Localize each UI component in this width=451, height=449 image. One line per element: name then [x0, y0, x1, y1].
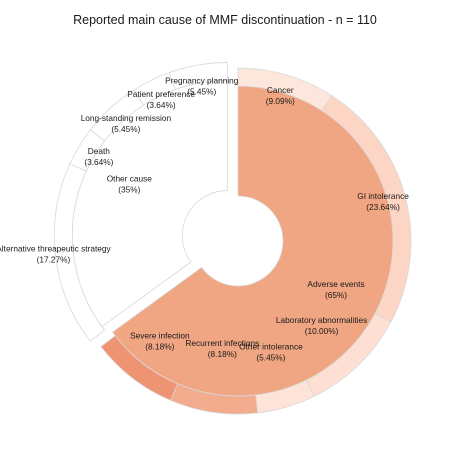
outer-label-other-intolerance: Other intolerance (5.45%) — [239, 341, 303, 362]
outer-label-cancer: Cancer (9.09%) — [266, 85, 295, 106]
outer-label-recurrent-infections: Recurrent infections (8.18%) — [185, 338, 259, 359]
outer-label-severe-infection-name: Severe infection — [130, 330, 190, 340]
outer-label-death: Death (3.64%) — [84, 146, 113, 167]
chart-title: Reported main cause of MMF discontinuati… — [73, 13, 377, 27]
outer-label-recurrent-infections-percent: (8.18%) — [208, 349, 237, 359]
outer-label-death-name: Death — [88, 146, 111, 156]
outer-label-gi-intolerance-percent: (23.64%) — [366, 202, 400, 212]
outer-label-long-standing-remission: Long-standing remission (5.45%) — [81, 113, 172, 134]
outer-segment-pregnancy-planning — [168, 62, 228, 91]
outer-label-death-percent: (3.64%) — [84, 157, 113, 167]
outer-label-cancer-name: Cancer — [267, 85, 294, 95]
outer-label-gi-intolerance-name: GI intolerance — [357, 191, 409, 201]
inner-label-adverse-events: Adverse events (65%) — [307, 279, 364, 300]
outer-label-alternative-threapeutic-strategy-percent: (17.27%) — [37, 254, 71, 264]
inner-label-adverse-events-name: Adverse events — [307, 279, 364, 289]
outer-label-laboratory-abnormalities-percent: (10.00%) — [305, 326, 339, 336]
outer-label-long-standing-remission-name: Long-standing remission — [81, 113, 172, 123]
outer-label-cancer-percent: (9.09%) — [266, 96, 295, 106]
inner-label-other-cause: Other cause (35%) — [107, 174, 153, 195]
outer-label-other-intolerance-name: Other intolerance — [239, 341, 303, 351]
outer-label-severe-infection-percent: (8.18%) — [145, 341, 174, 351]
outer-label-laboratory-abnormalities-name: Laboratory abnormalities — [276, 315, 367, 325]
outer-label-alternative-threapeutic-strategy-name: Alternative threapeutic strategy — [0, 243, 111, 253]
outer-label-gi-intolerance: GI intolerance (23.64%) — [357, 191, 409, 212]
outer-label-pregnancy-planning: Pregnancy planning (5.45%) — [165, 76, 239, 97]
outer-label-alternative-threapeutic-strategy: Alternative threapeutic strategy (17.27%) — [0, 243, 111, 264]
outer-label-patient-preference-name: Patient preference — [127, 89, 195, 99]
outer-segment-severe-infection — [100, 335, 179, 401]
outer-label-pregnancy-planning-percent: (5.45%) — [187, 87, 216, 97]
chart-segments — [53, 62, 412, 415]
inner-label-other-cause-percent: (35%) — [118, 185, 140, 195]
inner-label-adverse-events-percent: (65%) — [325, 290, 347, 300]
outer-label-patient-preference-percent: (3.64%) — [147, 100, 176, 110]
outer-label-recurrent-infections-name: Recurrent infections — [185, 338, 259, 348]
outer-label-pregnancy-planning-name: Pregnancy planning — [165, 76, 239, 86]
outer-label-laboratory-abnormalities: Laboratory abnormalities (10.00%) — [276, 315, 367, 336]
outer-label-long-standing-remission-percent: (5.45%) — [111, 124, 140, 134]
chart-labels: Adverse events (65%) Other cause (35%) Cance… — [0, 76, 409, 363]
outer-label-patient-preference: Patient preference (3.64%) — [127, 89, 195, 110]
outer-label-severe-infection: Severe infection (8.18%) — [130, 330, 190, 351]
outer-label-other-intolerance-percent: (5.45%) — [256, 352, 285, 362]
inner-label-other-cause-name: Other cause — [107, 174, 153, 184]
